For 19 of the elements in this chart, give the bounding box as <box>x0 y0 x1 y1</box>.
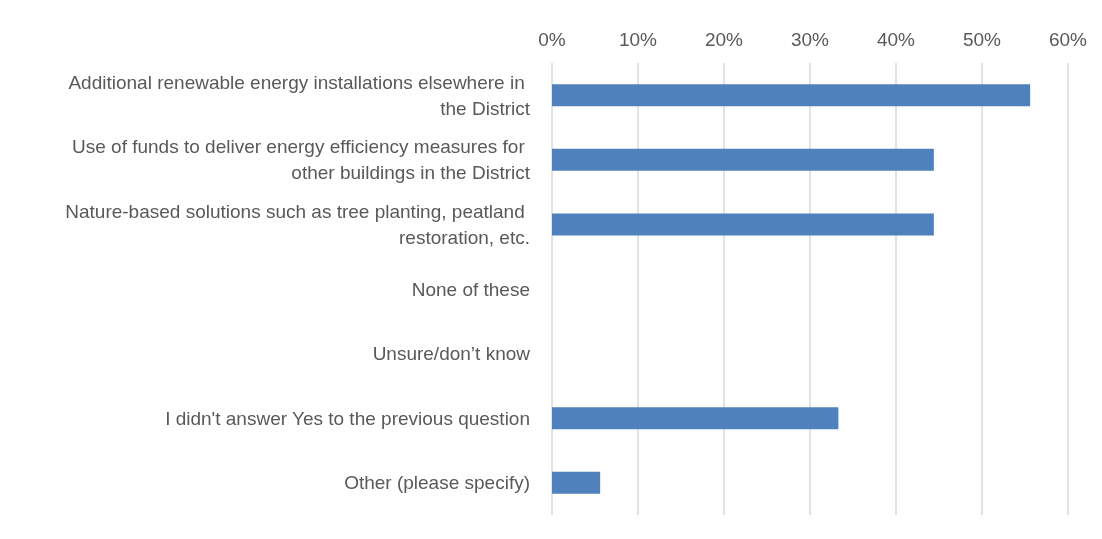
x-tick-label: 40% <box>876 29 916 50</box>
y-tick-label: I didn't answer Yes to the previous question <box>165 407 530 429</box>
y-tick-label: Additional renewable energy installations elsewhere in the District <box>68 71 531 119</box>
x-tick-label: 10% <box>618 29 658 50</box>
bar <box>552 407 839 430</box>
y-tick-label: Unsure/don’t know <box>372 343 531 365</box>
y-tick-label: Other (please specify) <box>344 472 530 494</box>
x-tick-label: 20% <box>704 29 744 50</box>
y-tick-label: Nature-based solutions such as tree planting, peatland restoration, etc. <box>65 200 530 248</box>
bar <box>552 213 934 236</box>
y-tick-label: None of these <box>411 278 530 300</box>
bar <box>552 148 934 171</box>
bar <box>552 84 1031 107</box>
x-tick-label: 30% <box>790 29 830 50</box>
x-tick-label: 60% <box>1048 29 1088 50</box>
x-tick-label: 0% <box>538 29 566 50</box>
x-tick-label: 50% <box>962 29 1002 50</box>
y-tick-label: Use of funds to deliver energy efficiency measures for other buildings in the District <box>72 136 531 184</box>
bar <box>552 471 601 494</box>
